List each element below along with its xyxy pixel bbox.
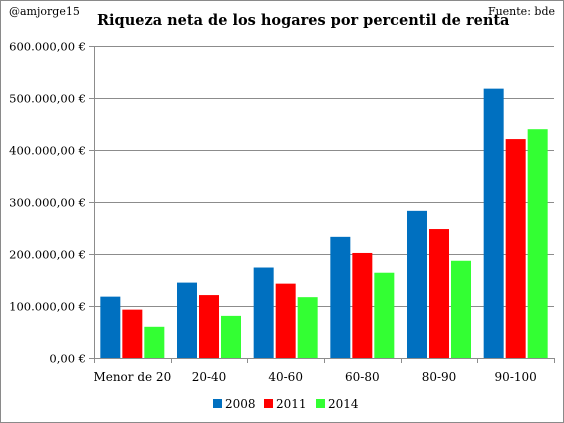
bar-2014-5 (527, 129, 548, 358)
y-tick-label: 200.000,00 € (9, 248, 86, 262)
bar-2008-1 (177, 282, 197, 358)
y-tick-label: 400.000,00 € (9, 144, 86, 158)
legend-label-2014: 2014 (328, 397, 359, 411)
legend-swatch-2014 (316, 399, 325, 408)
legend-swatch-2008 (213, 399, 222, 408)
x-tick-label: 20-40 (192, 370, 227, 384)
bar-2011-3 (352, 252, 373, 358)
bar-2014-0 (144, 326, 165, 358)
legend-label-2008: 2008 (225, 397, 256, 411)
bar-2014-3 (374, 272, 395, 358)
bar-2014-1 (221, 315, 241, 358)
gridlines (94, 46, 554, 307)
y-axis: 0,00 € 100.000,00 € 200.000,00 € 300.000,00… (9, 40, 95, 366)
y-tick-label: 600.000,00 € (9, 40, 86, 54)
bar-2011-0 (122, 309, 143, 358)
legend-label-2011: 2011 (276, 397, 307, 411)
bar-2008-5 (483, 88, 504, 358)
bar-2011-2 (275, 283, 296, 358)
bar-2008-4 (407, 210, 427, 358)
x-tick-label: 60-80 (345, 370, 380, 384)
bar-2008-2 (253, 267, 274, 358)
y-tick-label: 100.000,00 € (9, 300, 86, 314)
legend: 2008 2011 2014 (213, 397, 359, 411)
y-tick-label: 300.000,00 € (9, 196, 86, 210)
source-note: Fuente: bde (488, 5, 555, 18)
legend-swatch-2011 (264, 399, 273, 408)
x-tick-label: 40-60 (268, 370, 303, 384)
x-tick-label: Menor de 20 (93, 370, 171, 384)
bar-2014-4 (451, 260, 471, 358)
x-axis: Menor de 20 20-40 40-60 60-80 80-90 90-100 (93, 358, 555, 384)
bar-2011-4 (429, 229, 449, 358)
bar-2008-3 (330, 236, 351, 358)
x-tick-label: 90-100 (495, 370, 537, 384)
bar-2008-0 (100, 296, 121, 358)
bar-2011-5 (505, 139, 526, 358)
bar-2011-1 (199, 295, 219, 358)
x-tick-label: 80-90 (422, 370, 457, 384)
chart-title: Riqueza neta de los hogares por percenti… (97, 12, 510, 29)
bar-2014-2 (297, 297, 318, 358)
y-tick-label: 0,00 € (49, 352, 86, 366)
y-tick-label: 500.000,00 € (9, 92, 86, 106)
bars (100, 88, 548, 358)
author-handle: @amjorge15 (9, 5, 80, 18)
